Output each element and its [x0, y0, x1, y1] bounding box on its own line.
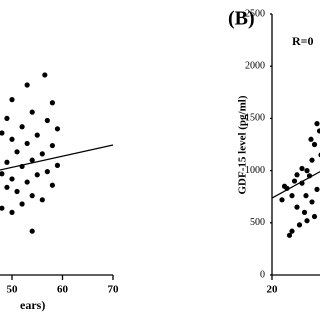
point [9, 136, 15, 142]
point [9, 176, 15, 182]
point [14, 188, 20, 195]
point [24, 82, 30, 88]
point [4, 159, 10, 165]
point [314, 186, 320, 192]
annotation: R=0 [292, 34, 314, 48]
y-tick-label: 500 [250, 217, 265, 228]
point [42, 72, 48, 78]
point [49, 100, 56, 106]
point [296, 222, 303, 228]
x-tick-label: 70 [108, 284, 120, 296]
x-tick-label: 20 [267, 284, 279, 296]
x-axis-label: ears) [20, 298, 45, 312]
point [314, 121, 320, 127]
point [29, 157, 35, 163]
trend-line [0, 144, 114, 171]
point [24, 140, 30, 147]
point [304, 218, 310, 224]
point [281, 183, 288, 189]
point [309, 157, 315, 163]
x-tick-label: 60 [57, 284, 69, 296]
y-axis-label: GDF-15 level (pg/ml) [237, 95, 249, 194]
point [29, 193, 35, 199]
point [19, 124, 25, 130]
point [29, 228, 35, 234]
point [0, 171, 5, 177]
point [39, 197, 45, 203]
y-tick-label: 2000 [245, 60, 265, 71]
point [299, 165, 305, 172]
point [0, 205, 5, 211]
point [29, 109, 35, 115]
point [49, 182, 56, 188]
plot [0, 72, 114, 280]
point [34, 172, 40, 178]
point [39, 151, 45, 157]
point [291, 178, 298, 184]
point [311, 141, 318, 148]
panel-label: (B) [228, 8, 255, 30]
point [34, 132, 40, 138]
point [44, 169, 50, 175]
point [289, 193, 295, 199]
point [49, 142, 56, 149]
point [9, 97, 15, 103]
point [316, 128, 320, 134]
point [14, 149, 20, 155]
point [279, 197, 285, 203]
point [289, 228, 295, 234]
point [54, 126, 61, 132]
y-tick-label: 1000 [245, 165, 265, 176]
point [308, 136, 314, 142]
y-tick-label: 2500 [245, 8, 265, 19]
plot [270, 13, 320, 280]
point [4, 184, 10, 190]
point [304, 168, 310, 174]
y-tick-label: 0 [260, 269, 265, 280]
point [303, 193, 309, 199]
point [4, 115, 10, 121]
point [9, 209, 15, 215]
x-tick-label: 50 [7, 284, 19, 296]
point [24, 179, 30, 185]
point [311, 213, 318, 220]
point [294, 172, 300, 178]
point [0, 130, 5, 136]
point [309, 199, 315, 205]
point [19, 201, 25, 207]
point [294, 204, 300, 210]
y-tick-label: 1500 [245, 113, 265, 124]
point [54, 162, 61, 168]
trend-line [271, 171, 320, 199]
point [44, 117, 50, 124]
point [301, 209, 308, 215]
point [286, 232, 293, 238]
